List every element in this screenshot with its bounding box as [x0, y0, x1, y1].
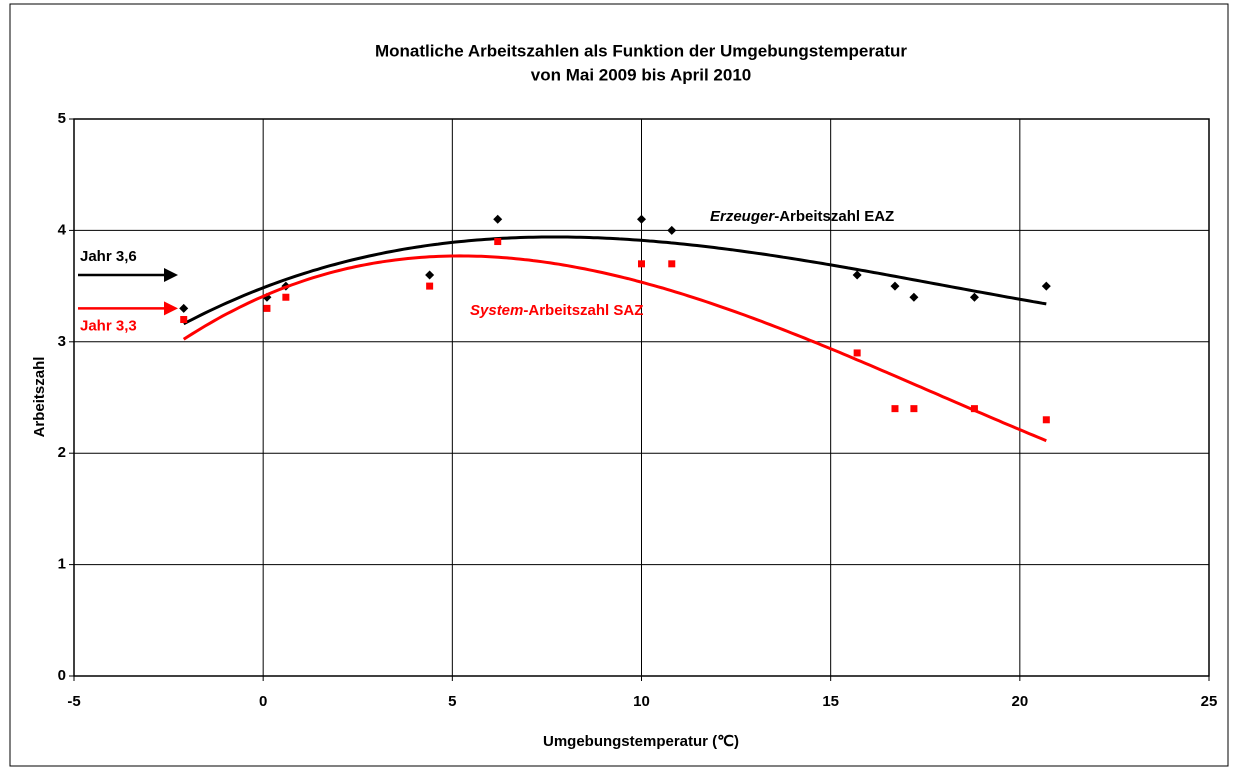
trendline: [182, 254, 1047, 443]
x-tick-label: 15: [822, 693, 839, 710]
point: [1042, 416, 1050, 424]
series-label-part: -Arbeitszahl SAZ: [523, 302, 643, 319]
point: [179, 303, 189, 313]
x-tick-label: 0: [259, 693, 267, 710]
chart-title: Monatliche Arbeitszahlen als Funktion de…: [375, 41, 907, 60]
point: [637, 214, 646, 224]
point: [493, 214, 503, 224]
x-tick-label: 25: [1201, 693, 1218, 710]
point: [890, 281, 900, 291]
annotation-arrowhead: [164, 301, 178, 316]
series-label-part: -Arbeitszahl EAZ: [774, 208, 894, 225]
point: [1041, 281, 1051, 291]
x-tick-label: 20: [1011, 693, 1028, 710]
x-axis-label: Umgebungstemperatur (℃): [543, 733, 739, 750]
point: [638, 260, 645, 268]
annotation-arrowhead: [164, 267, 178, 282]
y-tick-label: 0: [58, 667, 66, 684]
x-tick-label: -5: [67, 693, 80, 710]
y-tick-label: 2: [58, 444, 66, 461]
y-tick-label: 5: [58, 110, 66, 127]
point: [909, 292, 919, 302]
series-label-part: Erzeuger: [710, 208, 775, 225]
y-tick-label: 4: [58, 221, 67, 238]
annotation-label: Jahr 3,6: [80, 248, 137, 265]
point: [910, 405, 918, 413]
series-label: System-Arbeitszahl SAZ: [470, 302, 643, 319]
point: [667, 225, 677, 235]
chart-subtitle: von Mai 2009 bis April 2010: [531, 65, 751, 84]
point: [969, 292, 979, 302]
y-tick-label: 1: [58, 556, 66, 573]
series-label-part: System: [470, 302, 523, 319]
y-axis-label: Arbeitszahl: [31, 357, 48, 438]
point: [426, 282, 434, 290]
point: [494, 238, 502, 246]
point: [891, 405, 899, 413]
point: [853, 349, 861, 357]
point: [425, 270, 435, 280]
point: [668, 260, 676, 268]
point: [180, 316, 188, 324]
x-tick-label: 5: [448, 693, 456, 710]
plot-border: [73, 118, 1210, 677]
y-tick-label: 3: [58, 333, 66, 350]
x-tick-label: 10: [633, 693, 650, 710]
point: [263, 304, 271, 312]
point: [852, 270, 862, 280]
point: [970, 405, 978, 413]
trendline: [183, 235, 1047, 326]
series-label: Erzeuger-Arbeitszahl EAZ: [710, 208, 894, 225]
point: [282, 293, 290, 301]
annotation-label: Jahr 3,3: [80, 317, 137, 334]
